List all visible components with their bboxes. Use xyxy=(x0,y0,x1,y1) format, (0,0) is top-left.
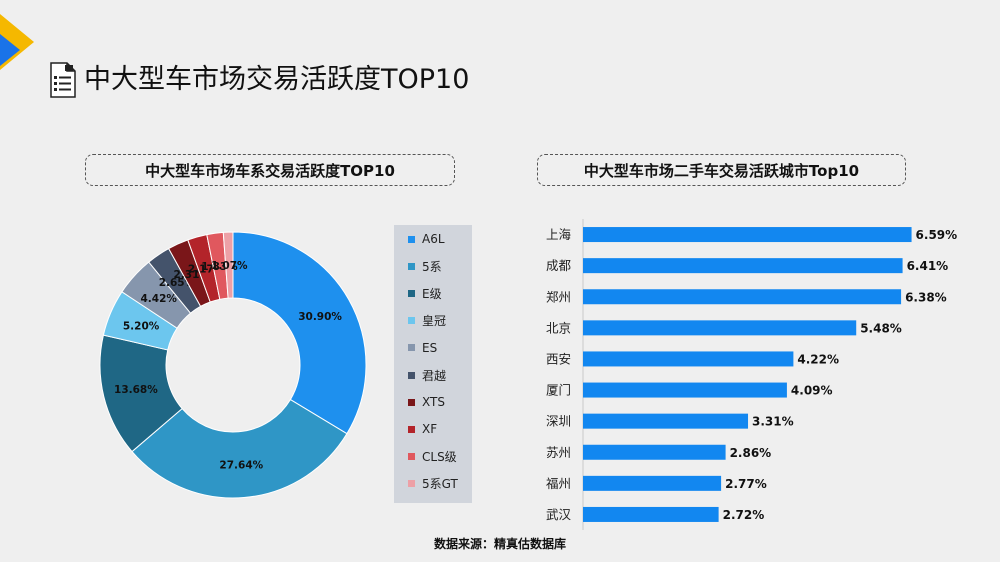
bar-data-label: 6.41% xyxy=(907,259,949,273)
legend-item: A6L xyxy=(408,229,445,249)
legend-label: XF xyxy=(422,422,438,437)
bar-data-label: 5.48% xyxy=(860,321,902,335)
donut-slice xyxy=(232,231,367,435)
legend-swatch xyxy=(408,371,415,379)
bar-category-label: 深圳 xyxy=(546,414,571,429)
bar-chart: 上海 6.59% 成都 6.41% 郑州 6.38% 北京 5.48% 西安 4.22% 厦门 4.0… xyxy=(546,219,958,530)
bar xyxy=(583,351,794,367)
bar xyxy=(583,444,726,460)
legend-item: 皇冠 xyxy=(408,311,446,331)
donut-chart-title: 中大型车市场车系交易活跃度TOP10 xyxy=(85,154,455,186)
bar-chart-title: 中大型车市场二手车交易活跃城市Top10 xyxy=(537,154,906,186)
donut-data-label: 27.64% xyxy=(219,460,263,472)
legend-item: 5系 xyxy=(408,256,442,276)
donut-data-label: 4.42% xyxy=(141,293,178,305)
donut-chart: 30.90%27.64%13.68%5.20%4.42%2.65%2.31%2.… xyxy=(99,231,367,499)
bar-category-label: 厦门 xyxy=(546,383,571,398)
legend-label: ES xyxy=(422,340,438,355)
legend-swatch xyxy=(408,262,415,270)
legend-label: XTS xyxy=(422,395,445,410)
bar xyxy=(583,289,902,305)
bar-category-label: 上海 xyxy=(546,227,572,242)
legend-swatch xyxy=(408,480,415,488)
bar-category-label: 郑州 xyxy=(546,289,571,304)
bar-category-label: 成都 xyxy=(546,258,572,273)
legend-swatch xyxy=(408,317,415,325)
bar-category-label: 武汉 xyxy=(546,507,572,522)
donut-data-label: 5.20% xyxy=(123,321,160,333)
donut-legend: A6L 5系 E级皇冠 ES 君越 XTS XF CLS级 5系GT xyxy=(394,225,472,503)
bar xyxy=(583,320,857,336)
bar-category-label: 苏州 xyxy=(546,445,571,460)
bar xyxy=(583,413,749,429)
bar xyxy=(583,258,903,274)
bar-data-label: 6.38% xyxy=(905,290,947,304)
legend-label: 君越 xyxy=(422,368,447,383)
bar-data-label: 2.77% xyxy=(725,477,767,491)
legend-label: 5系GT xyxy=(422,477,458,492)
corner-logo xyxy=(0,14,34,70)
bar-category-label: 福州 xyxy=(546,476,571,491)
legend-label: E级 xyxy=(422,286,442,301)
bar xyxy=(583,475,722,491)
bar-data-label: 2.72% xyxy=(723,508,765,522)
legend-item: ES xyxy=(408,338,437,358)
legend-label: 5系 xyxy=(422,259,442,274)
legend-item: XTS xyxy=(408,392,445,412)
bar xyxy=(583,382,787,398)
legend-label: A6L xyxy=(422,232,445,246)
data-source-note: 数据来源：精真估数据库 xyxy=(433,537,566,551)
legend-item: CLS级 xyxy=(408,447,457,467)
bar-data-label: 3.31% xyxy=(752,415,794,429)
bar-data-label: 4.09% xyxy=(791,384,833,398)
bar-category-label: 西安 xyxy=(546,351,571,366)
legend-item: E级 xyxy=(408,283,442,303)
donut-data-label: 1.07% xyxy=(211,260,248,272)
legend-label: 皇冠 xyxy=(422,314,447,329)
bar xyxy=(583,506,719,522)
legend-item: 君越 xyxy=(408,365,446,385)
donut-slice xyxy=(222,231,234,299)
donut-data-label: 30.90% xyxy=(298,311,342,323)
bar-category-label: 北京 xyxy=(546,320,571,335)
bar-data-label: 4.22% xyxy=(797,352,839,366)
document-list-icon xyxy=(50,62,76,98)
legend-item: XF xyxy=(408,419,437,439)
legend-label: CLS级 xyxy=(422,450,457,465)
legend-swatch xyxy=(408,425,415,433)
legend-swatch xyxy=(408,289,415,297)
bar-data-label: 6.59% xyxy=(916,228,958,242)
legend-swatch xyxy=(408,453,415,461)
legend-item: 5系GT xyxy=(408,474,458,494)
donut-data-label: 13.68% xyxy=(114,384,158,396)
bar xyxy=(583,227,912,243)
bar-data-label: 2.86% xyxy=(730,446,772,460)
donut-slice xyxy=(131,398,348,499)
legend-swatch xyxy=(408,235,415,243)
legend-swatch xyxy=(408,398,415,406)
legend-swatch xyxy=(408,344,415,352)
page-title: 中大型车市场交易活跃度TOP10 xyxy=(84,64,470,95)
